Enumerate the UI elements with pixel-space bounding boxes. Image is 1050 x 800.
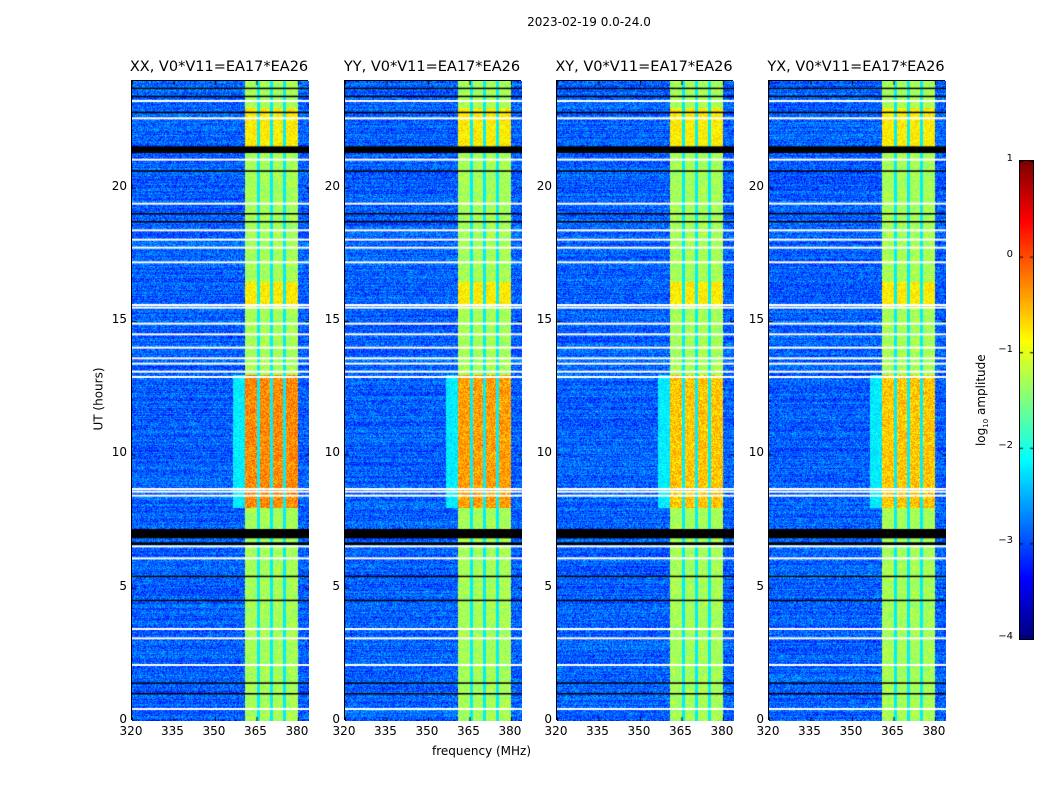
colorbar-tick-label: 0 (1006, 248, 1013, 260)
heatmap-panel-3 (768, 80, 946, 721)
figure-title: 2023-02-19 0.0-24.0 (527, 15, 651, 29)
y-tick-label: 10 (111, 445, 127, 460)
x-tick-label: 350 (202, 724, 226, 738)
y-tick-label: 5 (119, 578, 127, 593)
x-tick-label: 380 (710, 724, 734, 738)
colorbar-label-rest: amplitude (973, 354, 988, 419)
colorbar-label-sub: 10 (982, 418, 991, 428)
y-tick-label: 20 (536, 178, 552, 193)
y-tick-label: 15 (324, 312, 340, 326)
x-tick-label: 380 (922, 724, 946, 738)
x-tick-label: 350 (627, 724, 651, 738)
x-tick-label: 320 (332, 724, 356, 738)
y-tick-label: 15 (748, 312, 764, 326)
x-tick-label: 320 (119, 724, 143, 738)
colorbar-tick-label: −2 (998, 439, 1013, 451)
y-tick-label: 20 (111, 178, 127, 193)
x-tick-label: 335 (798, 724, 821, 738)
panel-title: YX, V0*V11=EA17*EA26 (767, 59, 945, 75)
x-tick-label: 335 (374, 724, 397, 738)
y-tick-label: 15 (111, 312, 127, 326)
x-tick-label: 380 (498, 724, 522, 738)
x-tick-label: 320 (756, 724, 780, 738)
heatmap-image (769, 81, 946, 721)
y-tick-label: 10 (324, 445, 340, 460)
x-tick-label: 335 (586, 724, 609, 738)
y-axis-label: UT (hours) (91, 367, 106, 431)
y-tick-label: 10 (748, 445, 764, 460)
colorbar-tick-label: −4 (998, 631, 1013, 642)
y-tick-label: 15 (536, 312, 552, 326)
x-tick-label: 365 (457, 724, 480, 738)
colorbar-gradient (1020, 161, 1033, 639)
y-tick-label: 0 (756, 712, 764, 726)
x-tick-label: 350 (415, 724, 439, 738)
y-tick-label: 20 (324, 178, 340, 193)
colorbar-tick-label: −3 (998, 535, 1013, 547)
x-tick-label: 365 (244, 724, 267, 738)
y-tick-label: 20 (748, 178, 764, 193)
x-tick-label: 365 (881, 724, 904, 738)
colorbar-label: log10 amplitude (974, 350, 990, 450)
y-tick-label: 5 (332, 578, 340, 593)
y-tick-label: 0 (332, 712, 340, 726)
heatmap-image (557, 81, 734, 721)
y-tick-label: 5 (756, 578, 764, 593)
x-tick-label: 365 (669, 724, 692, 738)
x-tick-label: 350 (839, 724, 863, 738)
colorbar (1019, 160, 1034, 640)
panel-title: XY, V0*V11=EA17*EA26 (555, 59, 733, 75)
colorbar-tick-label: 1 (1006, 153, 1013, 164)
heatmap-panel-0 (131, 80, 309, 721)
panel-title: YY, V0*V11=EA17*EA26 (343, 59, 521, 75)
y-tick-label: 10 (536, 445, 552, 460)
heatmap-image (132, 81, 309, 721)
x-axis-label: frequency (MHz) (432, 744, 532, 758)
x-tick-label: 335 (161, 724, 184, 738)
colorbar-tick-label: −1 (998, 344, 1013, 356)
heatmap-panel-2 (556, 80, 734, 721)
panel-title: XX, V0*V11=EA17*EA26 (129, 59, 309, 75)
y-tick-label: 0 (544, 712, 552, 726)
y-tick-label: 5 (544, 578, 552, 593)
heatmap-image (345, 81, 522, 721)
x-tick-label: 380 (285, 724, 309, 738)
heatmap-panel-1 (344, 80, 522, 721)
y-tick-label: 0 (119, 712, 127, 726)
x-tick-label: 320 (544, 724, 568, 738)
